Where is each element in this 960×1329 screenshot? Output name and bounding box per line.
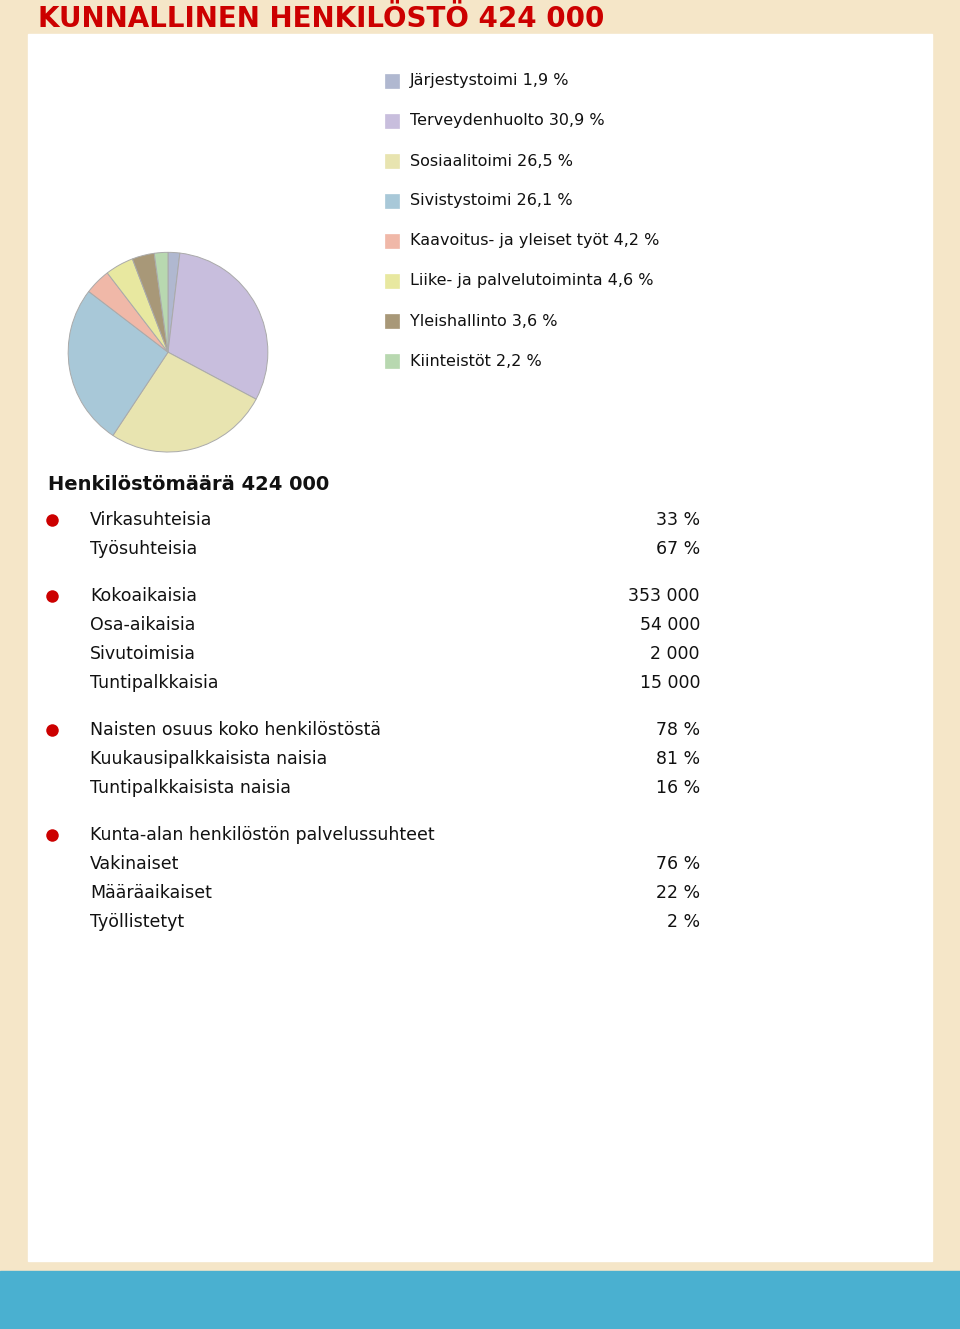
Text: Vakinaiset: Vakinaiset — [90, 855, 180, 873]
Bar — [385, 354, 399, 368]
Text: Kuukausipalkkaisista naisia: Kuukausipalkkaisista naisia — [90, 750, 327, 768]
Text: KUNNALLINEN HENKILÖSTÖ 424 000: KUNNALLINEN HENKILÖSTÖ 424 000 — [38, 5, 605, 33]
Text: Kunta-alan henkilöstön palvelussuhteet: Kunta-alan henkilöstön palvelussuhteet — [90, 827, 435, 844]
Text: Työsuhteisia: Työsuhteisia — [90, 540, 197, 558]
Text: 2 %: 2 % — [667, 913, 700, 932]
Text: Kiinteistöt 2,2 %: Kiinteistöt 2,2 % — [410, 354, 541, 368]
Text: Yleishallinto 3,6 %: Yleishallinto 3,6 % — [410, 314, 558, 328]
Wedge shape — [155, 253, 168, 352]
Bar — [385, 114, 399, 128]
Wedge shape — [68, 291, 168, 436]
Text: 33 %: 33 % — [656, 510, 700, 529]
Text: 353 000: 353 000 — [629, 587, 700, 605]
Text: Sivistystoimi 26,1 %: Sivistystoimi 26,1 % — [410, 194, 572, 209]
Wedge shape — [88, 272, 168, 352]
Wedge shape — [168, 253, 180, 352]
Wedge shape — [132, 254, 168, 352]
Bar — [385, 314, 399, 328]
Text: 81 %: 81 % — [656, 750, 700, 768]
Text: 54 000: 54 000 — [639, 617, 700, 634]
Text: Tuntipalkkaisista naisia: Tuntipalkkaisista naisia — [90, 779, 291, 797]
Text: 76 %: 76 % — [656, 855, 700, 873]
Text: Järjestystoimi 1,9 %: Järjestystoimi 1,9 % — [410, 73, 569, 89]
Bar — [385, 154, 399, 167]
Text: 2 000: 2 000 — [651, 645, 700, 663]
Text: Kokoaikaisia: Kokoaikaisia — [90, 587, 197, 605]
Text: Liike- ja palvelutoiminta 4,6 %: Liike- ja palvelutoiminta 4,6 % — [410, 274, 654, 288]
Text: Henkilöstömäärä 424 000: Henkilöstömäärä 424 000 — [48, 474, 329, 493]
Bar — [385, 274, 399, 288]
Text: 16 %: 16 % — [656, 779, 700, 797]
Text: Naisten osuus koko henkilöstöstä: Naisten osuus koko henkilöstöstä — [90, 722, 381, 739]
Wedge shape — [168, 253, 268, 399]
Text: Terveydenhuolto 30,9 %: Terveydenhuolto 30,9 % — [410, 113, 605, 129]
Text: 67 %: 67 % — [656, 540, 700, 558]
Text: 15 000: 15 000 — [639, 674, 700, 692]
Text: Sivutoimisia: Sivutoimisia — [90, 645, 196, 663]
Text: Virkasuhteisia: Virkasuhteisia — [90, 510, 212, 529]
Bar — [385, 194, 399, 209]
Bar — [0, 1271, 960, 1329]
Text: 78 %: 78 % — [656, 722, 700, 739]
Bar — [385, 234, 399, 249]
Bar — [385, 74, 399, 88]
Text: Kaavoitus- ja yleiset työt 4,2 %: Kaavoitus- ja yleiset työt 4,2 % — [410, 234, 660, 249]
Text: Sosiaalitoimi 26,5 %: Sosiaalitoimi 26,5 % — [410, 154, 573, 169]
Text: Osa-aikaisia: Osa-aikaisia — [90, 617, 196, 634]
Text: Määräaikaiset: Määräaikaiset — [90, 884, 212, 902]
Text: Työllistetyt: Työllistetyt — [90, 913, 184, 932]
Text: Tuntipalkkaisia: Tuntipalkkaisia — [90, 674, 219, 692]
Wedge shape — [108, 259, 168, 352]
Text: 22 %: 22 % — [656, 884, 700, 902]
Wedge shape — [113, 352, 256, 452]
